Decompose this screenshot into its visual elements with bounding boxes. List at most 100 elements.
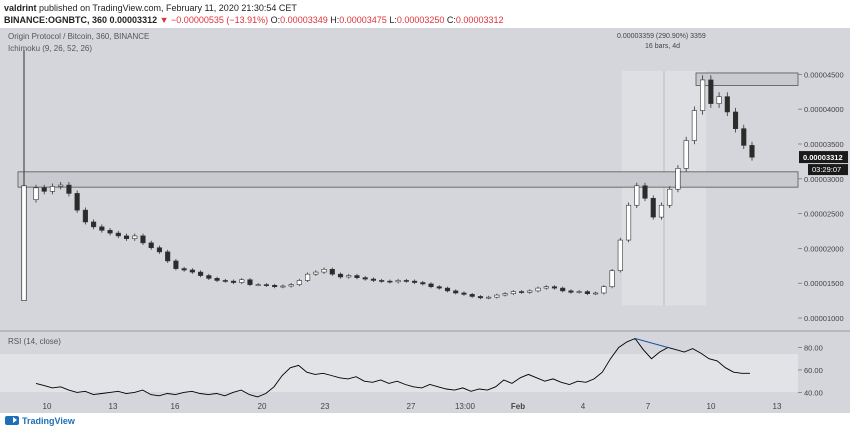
publish-info: published on TradingView.com, February 1… [39, 3, 297, 13]
candle-body [189, 269, 195, 273]
candle-body [148, 242, 154, 249]
price-chart[interactable]: Origin Protocol / Bitcoin, 360, BINANCE … [0, 28, 850, 413]
candle-body [584, 291, 590, 294]
candles-layer [21, 50, 755, 301]
candle-body [288, 284, 294, 287]
countdown-text: 03:29:07 [812, 165, 841, 174]
candle-body [568, 290, 574, 293]
time-tick-label: 4 [581, 402, 586, 411]
time-tick-label: 27 [407, 402, 416, 411]
candle-body [214, 278, 220, 281]
candle-body [403, 280, 409, 282]
measure-label-bars: 16 bars, 4d [645, 43, 680, 50]
high-value: 0.00003475 [339, 15, 387, 25]
candle-body [749, 145, 755, 158]
chart-title: Origin Protocol / Bitcoin, 360, BINANCE [8, 32, 149, 41]
price-tick-label: 0.00003500 [804, 140, 844, 149]
candle-body [107, 230, 113, 234]
candle-body [601, 286, 607, 294]
candle-body [173, 260, 179, 269]
candle-body [527, 290, 533, 293]
candle-body [41, 187, 47, 192]
candle-body [206, 275, 212, 279]
symbol-line: BINANCE:OGNBTC, 360 0.00003312 ▼ −0.0000… [4, 15, 503, 25]
candle-body [486, 296, 492, 299]
open-value: 0.00003349 [280, 15, 328, 25]
candle-body [82, 209, 88, 223]
candle-body [263, 284, 269, 286]
footer-bar [0, 413, 850, 430]
close-label: C: [446, 15, 456, 25]
candle-body [280, 285, 286, 288]
candle-body [99, 226, 105, 231]
high-label: H: [330, 15, 340, 25]
rsi-tick-label: 80.00 [804, 343, 823, 352]
price-tick-label: 0.00001500 [804, 279, 844, 288]
candle-body [667, 188, 673, 206]
rsi-layer: 80.00 60.00 40.00 [35, 337, 823, 397]
price-axis-background [798, 28, 850, 413]
candle-body [58, 184, 64, 187]
price-tick-label: 0.00002000 [804, 244, 844, 253]
candle-body [21, 185, 27, 301]
candle-body [313, 271, 319, 275]
author-name[interactable]: valdrint [4, 3, 37, 13]
candle-body [354, 275, 360, 278]
candle-body [683, 140, 689, 169]
rsi-band [0, 354, 798, 392]
open-label: O: [270, 15, 281, 25]
countdown-tag [808, 164, 848, 176]
time-tick-label: 13:00 [455, 402, 476, 411]
rsi-tick-label: 40.00 [804, 388, 823, 397]
candle-body [91, 221, 97, 228]
ichimoku-label[interactable]: Ichimoku (9, 26, 52, 26) [8, 44, 92, 53]
candle-body [379, 280, 385, 282]
price-tick-label: 0.00001000 [804, 314, 844, 323]
low-label: L: [389, 15, 397, 25]
candle-body [156, 247, 163, 253]
candle-body [165, 251, 171, 262]
candle-body [222, 280, 228, 282]
time-tick-label: Feb [511, 402, 525, 411]
publish-line: valdrint published on TradingView.com, F… [4, 3, 297, 13]
time-tick-label: 16 [171, 402, 180, 411]
candle-body [576, 291, 582, 293]
candle-body [115, 232, 121, 237]
symbol-label: BINANCE:OGNBTC, 360 [4, 15, 108, 25]
last-price-text: 0.00003312 [803, 153, 843, 162]
candle-body [387, 280, 393, 283]
price-axis-ticks: 0.00004500 0.00004000 0.00003500 0.00003000… [798, 70, 844, 323]
price-tick-label: 0.00003000 [804, 175, 844, 184]
time-tick-label: 20 [258, 402, 267, 411]
candle-body [198, 271, 204, 276]
candle-body [741, 128, 747, 146]
candle-body [49, 186, 56, 192]
candle-body [650, 197, 656, 218]
rsi-label[interactable]: RSI (14, close) [8, 337, 61, 346]
candle-body [329, 269, 335, 275]
candle-body [181, 268, 187, 271]
time-tick-label: 7 [646, 402, 651, 411]
candle-body [370, 278, 376, 281]
candle-body [321, 269, 327, 273]
zone-resistance [695, 72, 799, 86]
candle-body [708, 79, 714, 104]
last-price: 0.00003312 [109, 15, 158, 25]
candle-body [74, 193, 80, 211]
candle-body [346, 275, 352, 278]
candle-body [691, 110, 697, 141]
measure-label-price: 0.00003359 (290.90%) 3359 [617, 33, 706, 40]
time-tick-label: 13 [109, 402, 118, 411]
candle-body [453, 290, 459, 294]
candle-body [123, 235, 130, 239]
close-value: 0.00003312 [455, 15, 504, 25]
candle-body [33, 187, 39, 200]
candle-body [420, 282, 426, 285]
candle-body [66, 184, 72, 194]
candle-body [593, 292, 599, 295]
candle-body [634, 185, 640, 206]
tradingview-logo[interactable]: TradingView [5, 416, 75, 426]
candle-body [337, 273, 344, 278]
price-tick-label: 0.00004000 [804, 105, 844, 114]
time-tick-label: 10 [43, 402, 52, 411]
